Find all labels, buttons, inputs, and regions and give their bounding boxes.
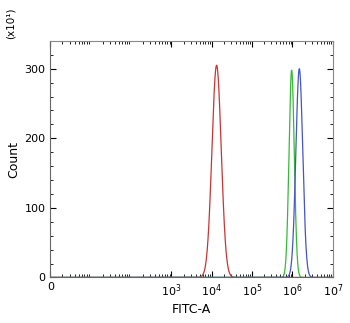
Y-axis label: Count: Count [7,141,20,178]
Text: (x10¹): (x10¹) [5,7,15,38]
X-axis label: FITC-A: FITC-A [172,303,211,316]
